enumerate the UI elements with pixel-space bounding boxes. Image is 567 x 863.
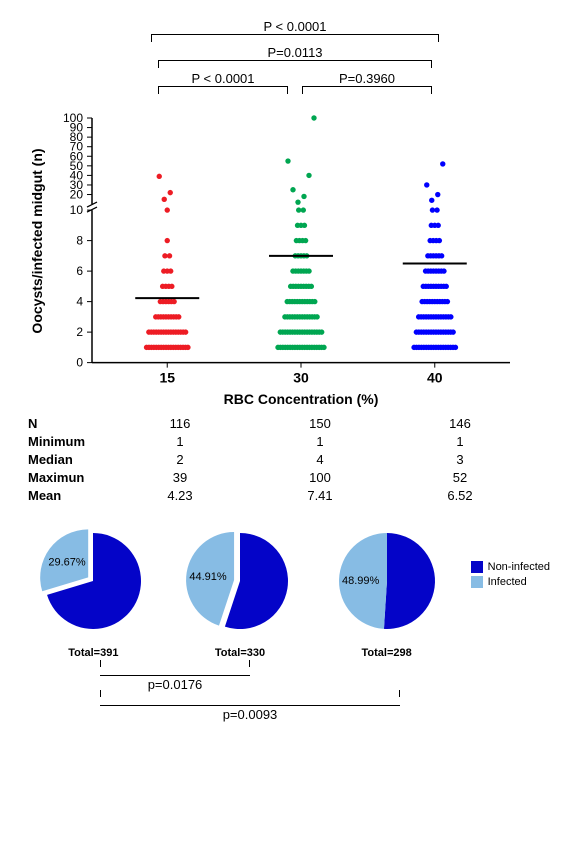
pvalue-label: P < 0.0001 xyxy=(263,19,326,34)
stat-value: 1 xyxy=(245,434,395,449)
pie-legend: Non-infected Infected xyxy=(471,561,550,591)
stat-header: Median xyxy=(20,452,115,467)
stat-value: 52 xyxy=(395,470,525,485)
svg-text:100: 100 xyxy=(63,111,83,125)
svg-text:8: 8 xyxy=(76,234,83,248)
stat-value: 39 xyxy=(115,470,245,485)
stat-header: Maximun xyxy=(20,470,115,485)
scatter-plot: 02468102030405060708090100153040Oocysts/… xyxy=(20,110,540,410)
pie-3: 48.99% Total=298 xyxy=(327,521,447,659)
svg-text:2: 2 xyxy=(76,325,83,339)
svg-text:30: 30 xyxy=(293,370,309,386)
bracket-p3: P < 0.0001 xyxy=(158,86,288,87)
stat-value: 6.52 xyxy=(395,488,525,503)
svg-text:Oocysts/infected midgut (n): Oocysts/infected midgut (n) xyxy=(29,148,45,333)
pvalue-label: P < 0.0001 xyxy=(191,71,254,86)
legend-inf: Infected xyxy=(488,576,527,588)
bracket-p2: P=0.0113 xyxy=(158,60,432,61)
stats-table: N116150146Minimum111Median243Maximun3910… xyxy=(20,416,547,503)
pvalue-label: p=0.0176 xyxy=(148,677,203,692)
svg-text:48.99%: 48.99% xyxy=(342,575,380,587)
bottom-significance-brackets: p=0.0176 p=0.0093 xyxy=(50,667,480,737)
stat-header: Mean xyxy=(20,488,115,503)
stat-value: 7.41 xyxy=(245,488,395,503)
stat-value: 3 xyxy=(395,452,525,467)
stat-value: 4 xyxy=(245,452,395,467)
stat-value: 1 xyxy=(115,434,245,449)
svg-text:0: 0 xyxy=(76,356,83,370)
pvalue-label: p=0.0093 xyxy=(223,707,278,722)
svg-text:29.67%: 29.67% xyxy=(49,557,87,569)
stat-value: 146 xyxy=(395,416,525,431)
svg-text:44.91%: 44.91% xyxy=(189,571,227,583)
svg-text:10: 10 xyxy=(70,203,84,217)
stat-value: 1 xyxy=(395,434,525,449)
top-significance-brackets: P < 0.0001 P=0.0113 P < 0.0001 P=0.3960 xyxy=(95,20,495,110)
stat-value: 2 xyxy=(115,452,245,467)
figure-container: P < 0.0001 P=0.0113 P < 0.0001 P=0.3960 … xyxy=(20,20,547,737)
svg-text:6: 6 xyxy=(76,264,83,278)
bracket-p1: P < 0.0001 xyxy=(151,34,439,35)
bracket-p4: P=0.3960 xyxy=(302,86,432,87)
pie-1: 29.67% Total=391 xyxy=(33,521,153,659)
pie-2: 44.91% Total=330 xyxy=(180,521,300,659)
bracket-bottom-1: p=0.0176 xyxy=(100,667,250,676)
svg-text:15: 15 xyxy=(159,370,175,386)
svg-text:RBC Concentration (%): RBC Concentration (%) xyxy=(224,391,379,407)
stat-value: 116 xyxy=(115,416,245,431)
stat-header: Minimum xyxy=(20,434,115,449)
stat-value: 100 xyxy=(245,470,395,485)
pvalue-label: P=0.3960 xyxy=(339,71,395,86)
stat-value: 4.23 xyxy=(115,488,245,503)
stat-header: N xyxy=(20,416,115,431)
pvalue-label: P=0.0113 xyxy=(267,45,322,60)
svg-text:4: 4 xyxy=(76,295,83,309)
pie-total: Total=330 xyxy=(180,647,300,659)
pie-total: Total=391 xyxy=(33,647,153,659)
svg-text:40: 40 xyxy=(427,370,443,386)
bracket-bottom-2: p=0.0093 xyxy=(100,697,400,706)
pie-total: Total=298 xyxy=(327,647,447,659)
stat-value: 150 xyxy=(245,416,395,431)
pie-row: 29.67% Total=391 44.91% Total=330 48.99%… xyxy=(20,521,460,659)
legend-noninf: Non-infected xyxy=(488,561,550,573)
